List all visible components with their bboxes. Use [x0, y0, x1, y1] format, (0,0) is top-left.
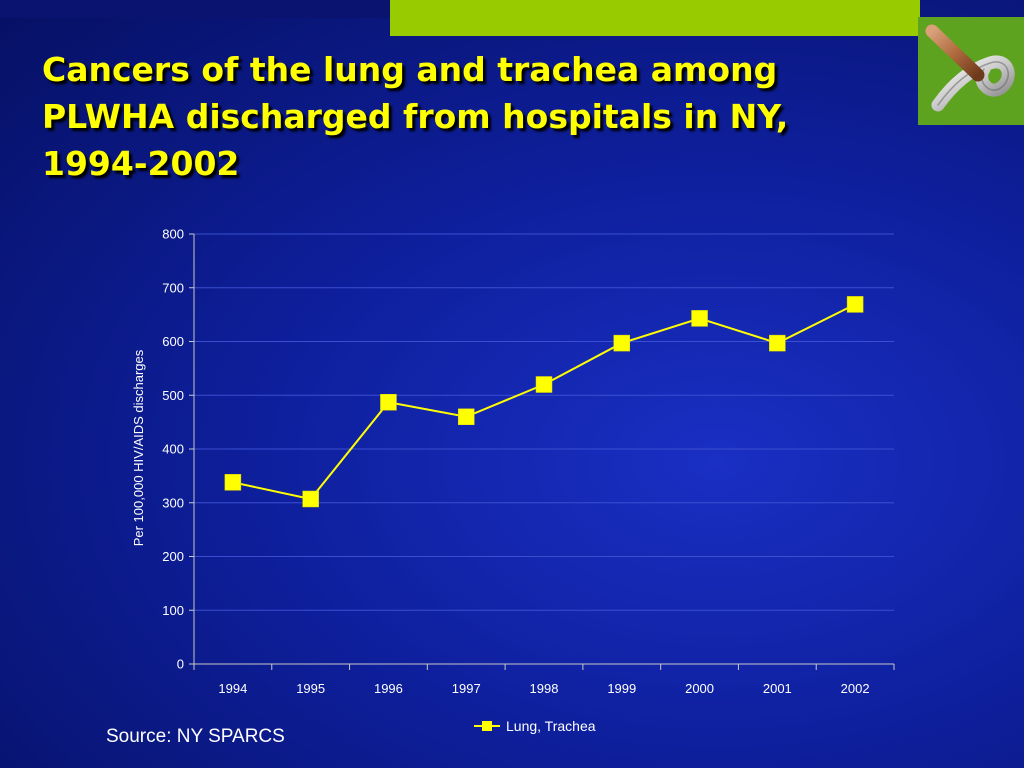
y-tick-label-800: 800 [162, 227, 184, 242]
legend: Lung, Trachea [474, 718, 596, 734]
x-tick-label-2002: 2002 [841, 681, 870, 696]
data-point-2002 [846, 296, 864, 313]
gridlines [194, 233, 894, 611]
y-tick-label-400: 400 [162, 442, 184, 457]
legend-marker-swatch [482, 721, 492, 731]
x-tick-label-1997: 1997 [452, 681, 481, 696]
top-navy-bar [0, 0, 390, 18]
x-tick-label-1996: 1996 [374, 681, 403, 696]
top-green-bar [390, 0, 920, 36]
data-point-2001 [769, 334, 786, 352]
x-tick-label-2001: 2001 [763, 681, 792, 696]
series-lung-trachea [224, 296, 864, 508]
y-tick-label-500: 500 [162, 388, 184, 403]
data-point-1998 [535, 376, 553, 393]
data-point-1995 [302, 490, 319, 508]
y-axis-title: Per 100,000 HIV/AIDS discharges [131, 349, 146, 546]
data-point-1999 [613, 334, 631, 352]
x-tick-label-2000: 2000 [685, 681, 714, 696]
x-tick-label-1995: 1995 [296, 681, 325, 696]
data-point-1994 [224, 474, 242, 491]
slide-title: Cancers of the lung and trachea among PL… [42, 50, 789, 183]
data-point-2000 [691, 310, 708, 327]
ribbon-logo-icon [918, 17, 1024, 125]
y-tick-label-0: 0 [177, 657, 184, 672]
y-tick-label-700: 700 [162, 280, 184, 295]
x-tick-label-1998: 1998 [530, 681, 559, 696]
data-point-1997 [457, 408, 475, 425]
axes: 0 100 200 300 400 500 600 700 800 1994 1995 1996 199… [162, 227, 895, 696]
y-tick-label-100: 100 [162, 603, 184, 618]
y-tick-label-200: 200 [162, 549, 184, 564]
data-point-1996 [380, 393, 397, 411]
y-tick-label-300: 300 [162, 495, 184, 510]
x-tick-label-1994: 1994 [218, 681, 247, 696]
source-note: Source: NY SPARCS [106, 726, 285, 747]
legend-label-lung-trachea: Lung, Trachea [506, 718, 596, 734]
y-tick-label-600: 600 [162, 334, 184, 349]
x-tick-label-1999: 1999 [607, 681, 636, 696]
series-line [232, 303, 856, 501]
